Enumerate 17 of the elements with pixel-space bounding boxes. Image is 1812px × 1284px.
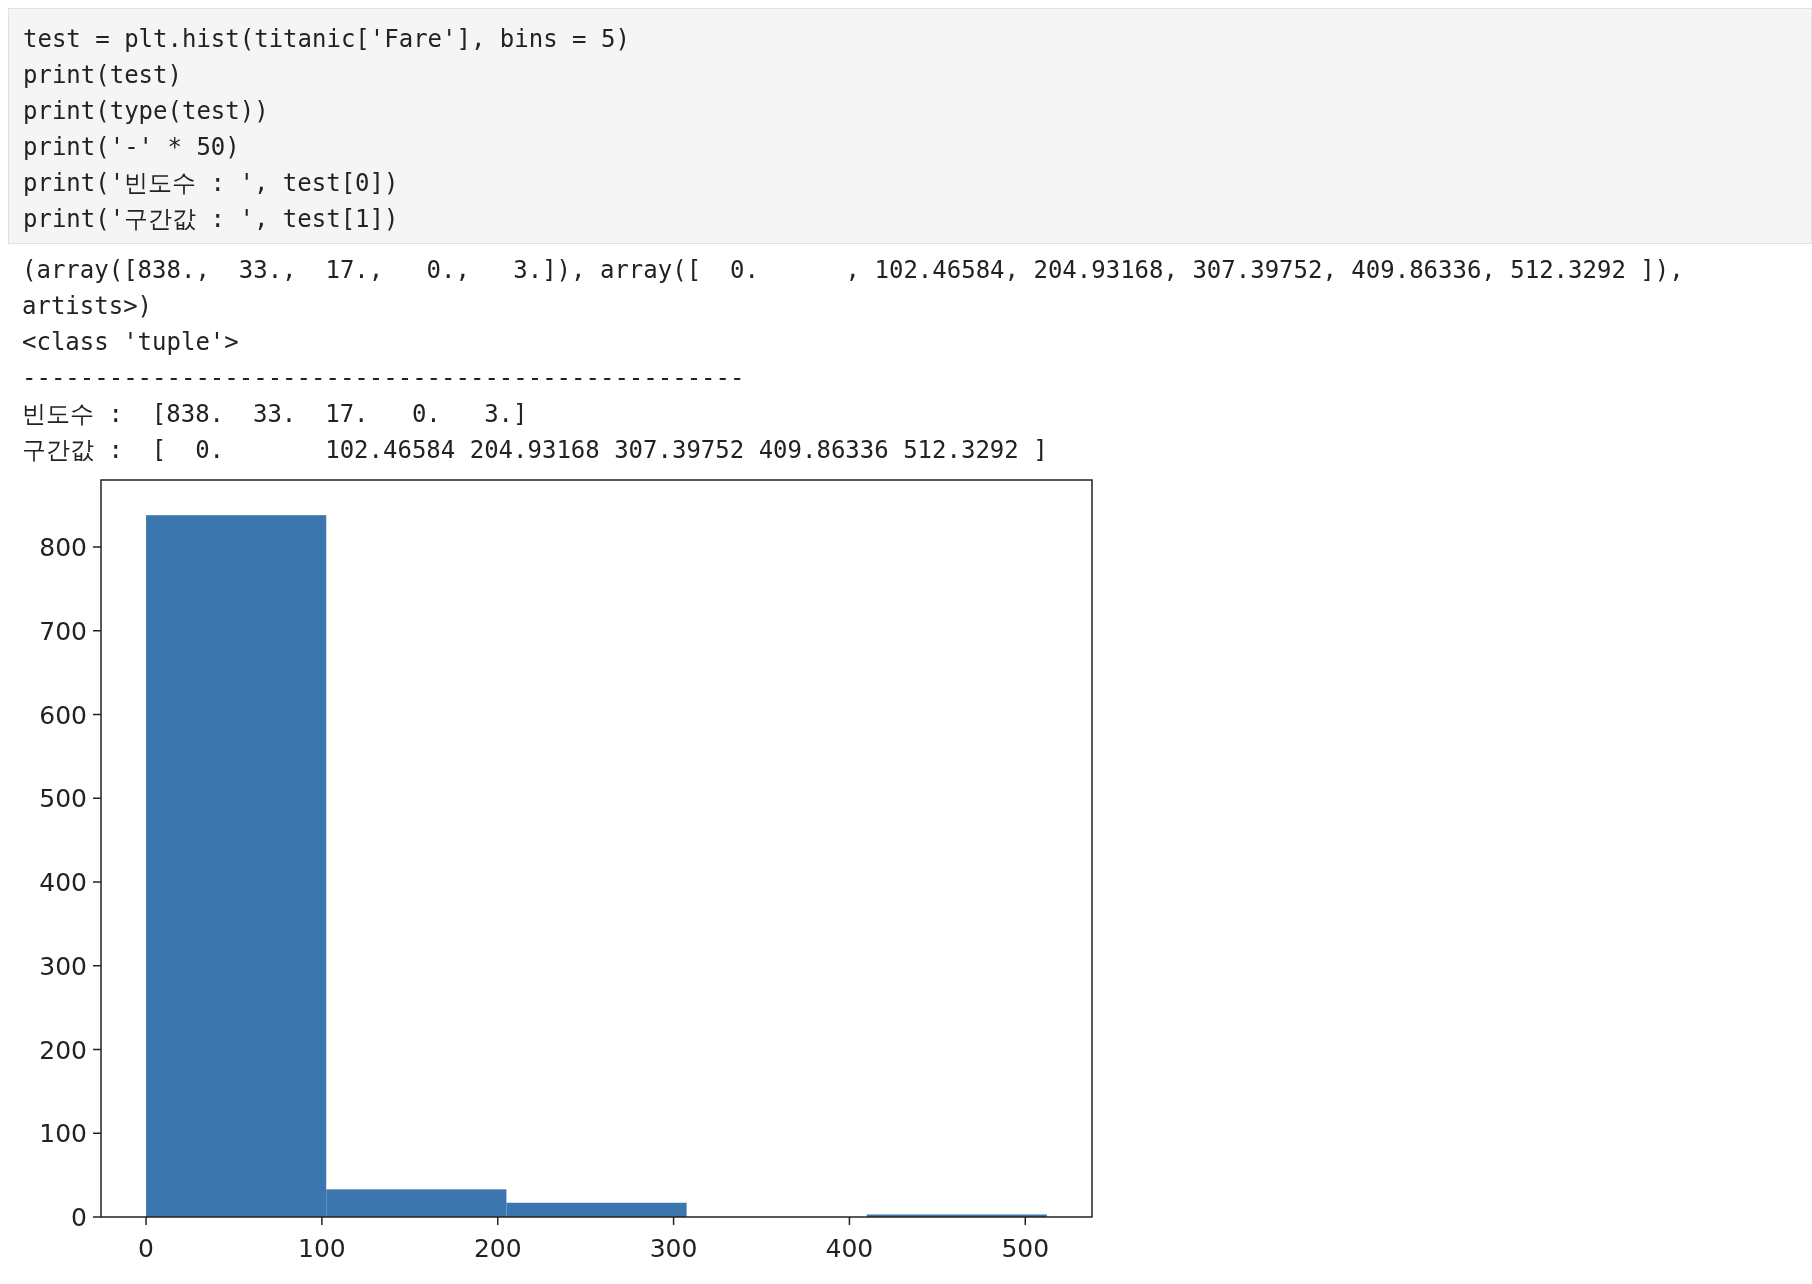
y-tick-label: 300: [39, 951, 87, 981]
chart-title: test = plt.hist(titanic['Fare'], bins = 5) print(test) print(type(test)) print('-' * 50) print('빈도수 : ', test[0]) print('구간값 : ', test[1]): [8, 8, 1812, 244]
x-tick-label: 300: [649, 1234, 698, 1263]
x-tick-label: 100: [298, 1234, 346, 1263]
x-tick-label: 400: [825, 1234, 874, 1263]
y-tick-label: 0: [71, 1203, 87, 1232]
y-tick-label: 400: [39, 868, 87, 897]
x-tick-label: 200: [473, 1234, 522, 1263]
y-tick-label: 500: [39, 784, 87, 814]
y-tick-label: 100: [39, 1119, 87, 1149]
x-tick-label: 0: [138, 1234, 154, 1263]
y-tick-label: 700: [39, 616, 87, 646]
y-tick-label: 800: [39, 533, 87, 562]
y-tick-label: 200: [39, 1035, 87, 1065]
x-tick-label: 500: [1001, 1234, 1050, 1263]
y-tick-label: 600: [39, 700, 87, 730]
chart-subtitle: (array([838., 33., 17., 0., 3.]), array([ 0. , 102.46584, 204.93168, 307.39752, 409.86336, 512.3292 ]), artists>) <class 'tuple'> -------------------------------------------------- 빈도수 : [838. 33. 17. 0. 3.] 구간값 : [ 0. 102.46584 204.93168 307.39752 409.86336 512.3292 ]: [22, 255, 1684, 466]
